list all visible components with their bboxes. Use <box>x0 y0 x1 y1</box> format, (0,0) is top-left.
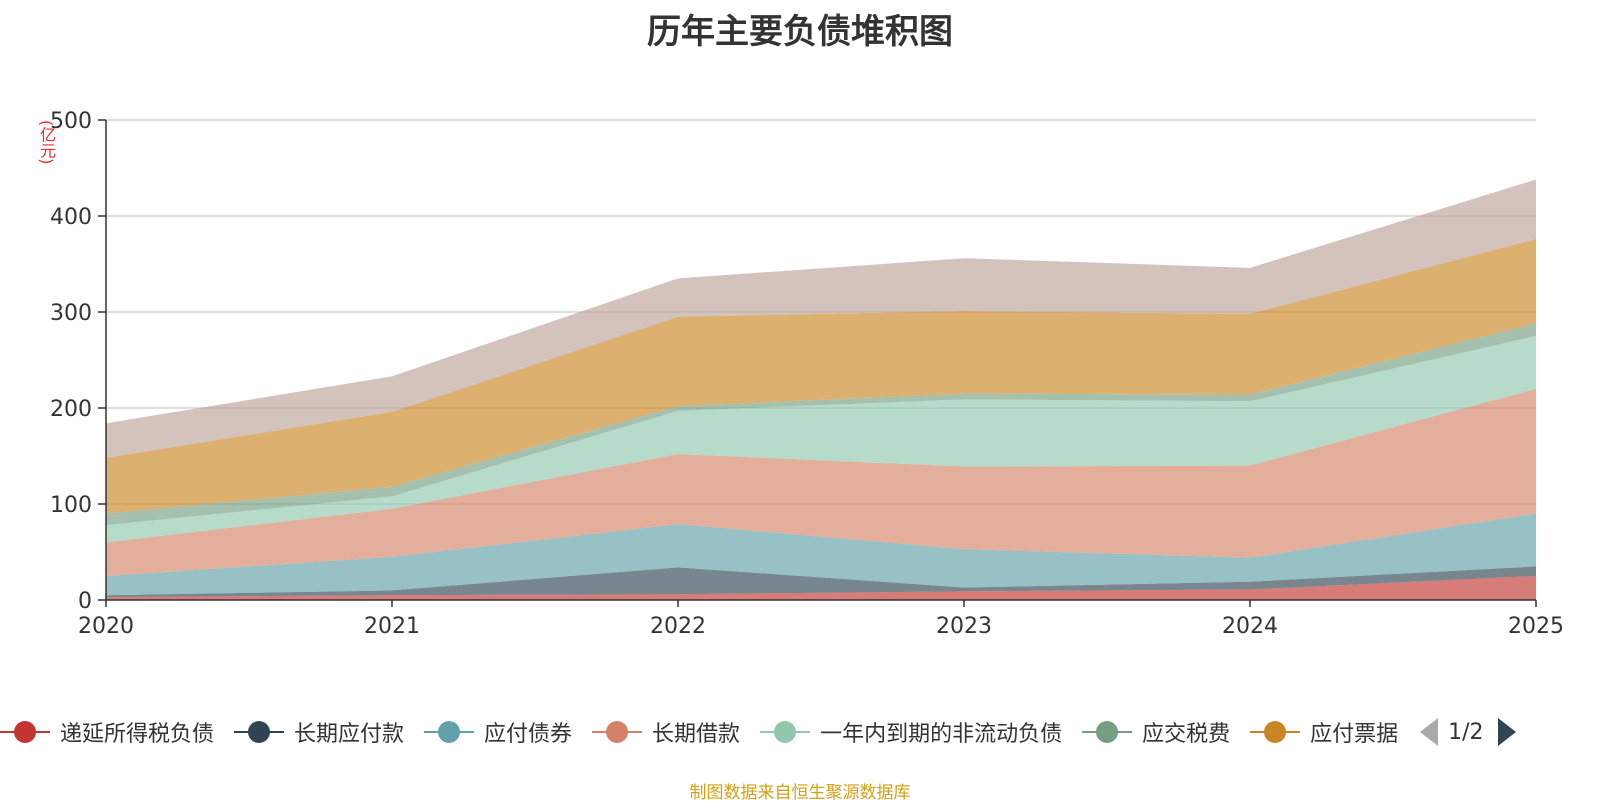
legend-item-7[interactable]: 应付票据 <box>1250 716 1398 748</box>
x-tick-label: 2023 <box>936 614 992 639</box>
legend-marker-icon <box>1250 720 1301 744</box>
legend-label: 长期借款 <box>652 722 741 747</box>
area-series-2[interactable] <box>106 566 1536 598</box>
area-series-8[interactable] <box>106 179 1536 458</box>
x-tick-label: 2020 <box>78 614 134 639</box>
legend-next-page-icon[interactable] <box>1497 718 1516 746</box>
legend-item-2[interactable]: 长期应付款 <box>234 716 404 748</box>
legend-page-indicator: 1/2 <box>1448 719 1484 745</box>
y-tick-label: 0 <box>78 589 92 614</box>
x-tick-label: 2024 <box>1222 614 1278 639</box>
legend-label: 递延所得税负债 <box>60 722 215 747</box>
y-tick-label: 300 <box>50 301 92 326</box>
chart-title: 历年主要负债堆积图 <box>647 12 953 52</box>
legend-label: 应交税费 <box>1142 722 1231 747</box>
area-series-6[interactable] <box>106 323 1536 526</box>
y-tick-label: 400 <box>50 205 92 230</box>
legend-marker-icon <box>760 720 811 744</box>
area-series-3[interactable] <box>106 513 1536 596</box>
legend-label: 一年内到期的非流动负债 <box>820 722 1063 747</box>
legend-item-5[interactable]: 一年内到期的非流动负债 <box>760 716 1062 748</box>
legend-pager: 1/2 <box>1420 718 1516 746</box>
legend-marker-icon <box>234 720 285 744</box>
legend-label: 应付债券 <box>484 722 573 747</box>
y-axis-unit: (亿元) <box>37 120 56 165</box>
area-series-1[interactable] <box>106 576 1536 600</box>
legend-marker-icon <box>592 720 643 744</box>
legend-item-6[interactable]: 应交税费 <box>1082 716 1230 748</box>
legend-marker-icon <box>424 720 475 744</box>
data-source-note: 制图数据来自恒生聚源数据库 <box>689 783 911 803</box>
area-series-7[interactable] <box>106 239 1536 514</box>
x-tick-label: 2022 <box>650 614 706 639</box>
stacked-area-chart: 0 100 200 300 400 500 2020 2021 2022 2023 2024 2025 <box>50 109 1564 639</box>
legend-item-1[interactable]: 递延所得税负债 <box>0 716 214 748</box>
legend-label: 长期应付款 <box>294 722 405 747</box>
area-series-group <box>106 179 1536 600</box>
legend-label: 应付票据 <box>1310 722 1399 747</box>
area-series-4[interactable] <box>106 388 1536 576</box>
legend-item-3[interactable]: 应付债券 <box>424 716 572 748</box>
y-tick-label: 100 <box>50 493 92 518</box>
y-tick-label: 200 <box>50 397 92 422</box>
legend-prev-page-icon[interactable] <box>1420 718 1439 746</box>
area-series-5[interactable] <box>106 336 1536 543</box>
legend-item-4[interactable]: 长期借款 <box>592 716 740 748</box>
legend-marker-icon <box>1082 720 1133 744</box>
x-tick-label: 2021 <box>364 614 420 639</box>
y-tick-label: 500 <box>50 109 92 134</box>
legend: 递延所得税负债 长期应付款 应付债券 长期借款 一年内到期的非流动负债 应交税费 应付票据 … <box>0 712 1516 752</box>
legend-marker-icon <box>0 720 50 744</box>
x-tick-label: 2025 <box>1508 614 1564 639</box>
